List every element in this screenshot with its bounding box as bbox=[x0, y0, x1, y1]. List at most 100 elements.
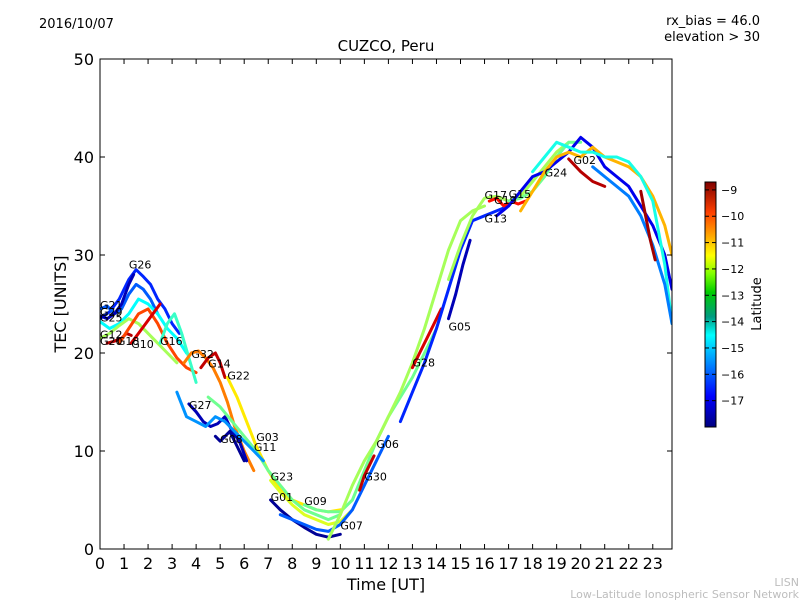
trace-G11 bbox=[175, 390, 265, 463]
satellite-label: G10 bbox=[131, 338, 154, 351]
satellite-label: G24 bbox=[545, 167, 568, 180]
satellite-label: G32 bbox=[191, 348, 214, 361]
x-tick-label: 9 bbox=[311, 554, 321, 573]
trace-G06 bbox=[326, 204, 486, 541]
trace-G15 bbox=[507, 140, 583, 203]
colorbar: −9 −10 −11 −12 −13 −14 −15 −16 −17 Latitude bbox=[704, 181, 765, 428]
trace-G30 bbox=[358, 454, 376, 492]
x-tick-label: 17 bbox=[498, 554, 518, 573]
trace-G13 bbox=[447, 238, 472, 321]
x-tick-label: 20 bbox=[570, 554, 590, 573]
x-tick-label: 18 bbox=[522, 554, 542, 573]
x-tick-label: 21 bbox=[595, 554, 615, 573]
satellite-label: G28 bbox=[412, 357, 435, 370]
trace-G03 bbox=[206, 395, 342, 522]
y-axis: 0 10 20 30 40 50 bbox=[74, 50, 672, 559]
satellite-label: G03 bbox=[256, 431, 279, 444]
satellite-label: G17 bbox=[485, 189, 508, 202]
satellite-label: G14 bbox=[208, 358, 231, 371]
trace-G25 bbox=[100, 297, 188, 355]
colorbar-label: Latitude bbox=[750, 277, 765, 331]
satellite-label: G11 bbox=[254, 441, 277, 454]
y-tick-label: 50 bbox=[74, 50, 94, 69]
colorbar-tick-label: −15 bbox=[721, 342, 744, 355]
trace-G28 bbox=[410, 307, 443, 370]
trace-G27 bbox=[187, 402, 249, 463]
satellite-label: G26 bbox=[129, 259, 152, 272]
chart-title: CUZCO, Peru bbox=[337, 37, 435, 55]
trace-G12 bbox=[100, 317, 179, 365]
x-tick-label: 19 bbox=[546, 554, 566, 573]
x-tick-label: 13 bbox=[402, 554, 422, 573]
trace-G04 bbox=[567, 157, 607, 188]
x-tick-label: 12 bbox=[378, 554, 398, 573]
colorbar-tick-label: −17 bbox=[721, 395, 744, 408]
x-tick-label: 0 bbox=[95, 554, 105, 573]
x-tick-label: 10 bbox=[330, 554, 350, 573]
x-tick-label: 3 bbox=[167, 554, 177, 573]
satellite-label: G06 bbox=[376, 438, 399, 451]
x-tick-label: 15 bbox=[450, 554, 470, 573]
satellite-label: G01 bbox=[271, 491, 294, 504]
y-tick-label: 40 bbox=[74, 148, 94, 167]
x-tick-label: 8 bbox=[287, 554, 297, 573]
x-tick-label: 5 bbox=[215, 554, 225, 573]
x-tick-label: 7 bbox=[263, 554, 273, 573]
satellite-label: G21 bbox=[100, 299, 123, 312]
satellite-label: G30 bbox=[364, 470, 387, 483]
trace-G29 bbox=[100, 273, 136, 321]
satellite-label: G08 bbox=[220, 433, 243, 446]
satellite-label: G09 bbox=[304, 495, 327, 508]
x-tick-label: 22 bbox=[619, 554, 639, 573]
trace-G14 bbox=[199, 351, 227, 379]
x-tick-label: 14 bbox=[426, 554, 446, 573]
x-tick-label: 11 bbox=[354, 554, 374, 573]
x-tick-label: 2 bbox=[143, 554, 153, 573]
colorbar-tick-label: −11 bbox=[721, 237, 744, 250]
satellite-label: G13 bbox=[485, 213, 508, 226]
trace-G08 bbox=[213, 429, 246, 463]
trace-G02 bbox=[519, 145, 672, 257]
y-tick-label: 20 bbox=[74, 344, 94, 363]
trace-G26 bbox=[100, 268, 181, 335]
satellite-label: G27 bbox=[189, 399, 212, 412]
plot-meta: rx_bias = 46.0 elevation > 30 bbox=[664, 14, 760, 46]
trace-G16 bbox=[158, 312, 198, 384]
trace-G19 bbox=[487, 196, 527, 208]
colorbar-gradient bbox=[704, 181, 717, 428]
satellite-label: G23 bbox=[271, 470, 294, 483]
x-tick-label: 4 bbox=[191, 554, 201, 573]
trace-G34 bbox=[639, 189, 657, 262]
x-tick-label: 23 bbox=[643, 554, 663, 573]
y-axis-label: TEC [UNITS] bbox=[51, 256, 70, 354]
trace-G33 bbox=[591, 165, 672, 326]
trace-G09 bbox=[302, 327, 438, 514]
satellite-label: G25 bbox=[100, 312, 123, 325]
satellite-label: G12 bbox=[100, 328, 123, 341]
y-tick-label: 30 bbox=[74, 246, 94, 265]
trace-G10 bbox=[129, 302, 162, 345]
satellite-label: G15 bbox=[509, 188, 532, 201]
date-label: 2016/10/07 bbox=[39, 17, 114, 32]
y-tick-label: 10 bbox=[74, 442, 94, 461]
x-tick-label: 6 bbox=[239, 554, 249, 573]
colorbar-ticks: −9 −10 −11 −12 −13 −14 −15 −16 −17 bbox=[705, 184, 744, 408]
satellite-label: G18 bbox=[117, 335, 140, 348]
x-tick-label: 1 bbox=[119, 554, 129, 573]
satellite-label: G19 bbox=[494, 194, 517, 207]
trace-G31 bbox=[531, 140, 672, 326]
colorbar-tick-label: −13 bbox=[721, 289, 744, 302]
trace-G05 bbox=[398, 204, 511, 424]
satellite-label: G20 bbox=[100, 335, 123, 348]
satellite-label: G29 bbox=[100, 306, 123, 319]
elevation-label: elevation > 30 bbox=[664, 30, 760, 45]
colorbar-tick-label: −16 bbox=[721, 368, 744, 381]
trace-G21 bbox=[100, 282, 160, 316]
satellite-label: G16 bbox=[160, 335, 183, 348]
x-tick-label: 16 bbox=[474, 554, 494, 573]
footer-org-short: LISN bbox=[774, 576, 799, 589]
colorbar-tick-label: −12 bbox=[721, 263, 744, 276]
satellite-label: G07 bbox=[340, 519, 363, 532]
